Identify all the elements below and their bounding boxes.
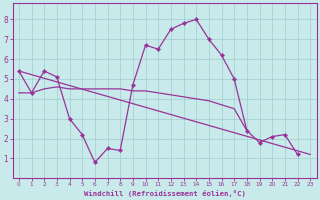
X-axis label: Windchill (Refroidissement éolien,°C): Windchill (Refroidissement éolien,°C) xyxy=(84,190,245,197)
